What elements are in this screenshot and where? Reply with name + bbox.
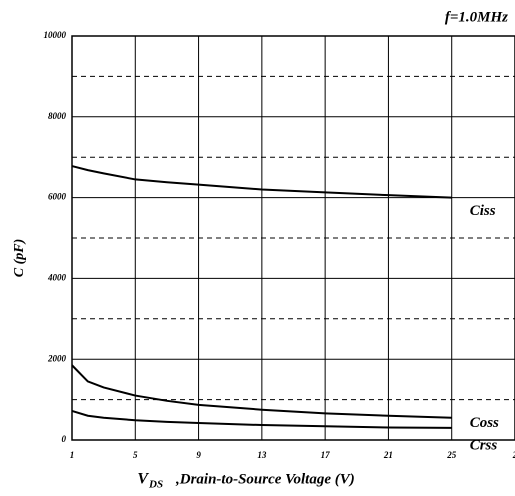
x-axis-subscript: DS xyxy=(148,479,163,491)
series-label: Crss xyxy=(470,437,498,453)
x-tick-label: 21 xyxy=(383,450,393,460)
annotation: f=1.0MHz xyxy=(445,9,508,25)
series-line xyxy=(71,409,452,429)
y-tick-label: 10000 xyxy=(44,30,67,40)
series-label: Coss xyxy=(470,415,499,431)
y-tick-label: 6000 xyxy=(48,192,67,202)
series-line xyxy=(71,364,452,419)
y-tick-label: 0 xyxy=(62,434,67,444)
series-line xyxy=(71,165,452,199)
x-tick-label: 1 xyxy=(70,450,75,460)
x-tick-label: 17 xyxy=(321,450,331,460)
x-tick-label: 5 xyxy=(133,450,138,460)
plot-frame xyxy=(71,35,515,441)
y-tick-label: 8000 xyxy=(48,111,67,121)
x-tick-label: 2 xyxy=(512,450,515,460)
series-label: Ciss xyxy=(470,203,496,219)
x-tick-label: 13 xyxy=(257,450,267,460)
y-tick-label: 4000 xyxy=(47,272,67,282)
y-tick-label: 2000 xyxy=(47,353,67,363)
x-tick-label: 25 xyxy=(446,450,457,460)
x-axis-label: ,Drain-to-Source Voltage (V) xyxy=(175,471,355,487)
y-axis-label: C (pF) xyxy=(12,239,27,278)
x-axis-symbol: V xyxy=(137,471,149,488)
x-tick-label: 9 xyxy=(196,450,201,460)
